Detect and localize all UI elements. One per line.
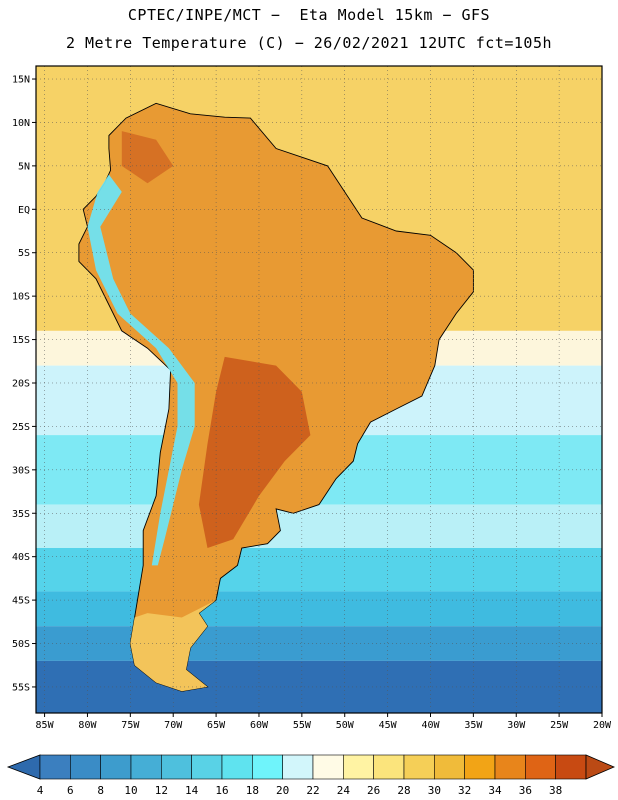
colorbar-label: 18 [246, 784, 259, 797]
hot-north-region [121, 131, 174, 184]
lon-tick-label: 65W [207, 720, 226, 731]
south-america-landmass [78, 102, 474, 692]
colorbar-swatch [191, 754, 223, 780]
lon-tick-label: 40W [421, 720, 440, 731]
lon-tick-label: 50W [336, 720, 355, 731]
lon-tick-label: 25W [550, 720, 569, 731]
colorbar-swatch [221, 754, 253, 780]
map-title-line-2: 2 Metre Temperature (C) − 26/02/2021 12U… [65, 34, 553, 52]
map-frame [35, 65, 603, 714]
colorbar-label: 30 [428, 784, 441, 797]
colorbar-label: 24 [337, 784, 351, 797]
colorbar-swatch [161, 754, 192, 780]
lat-tick-label: 20S [12, 378, 30, 389]
lat-tick-label: 5S [18, 248, 30, 259]
colorbar-swatch [130, 754, 162, 780]
hot-core-region [198, 356, 311, 548]
colorbar-label: 22 [306, 784, 319, 797]
temperature-colorbar: 4 6 8 10 12 14 16 18 20 22 24 26 28 30 32 34 36 38 [6, 754, 616, 797]
lat-tick-label: 15S [12, 335, 30, 346]
ocean-band-6 [36, 591, 602, 627]
map-title-line-1: CPTEC/INPE/MCT − Eta Model 15km − GFS [127, 6, 491, 24]
lon-tick-label: 85W [36, 720, 55, 731]
colorbar-swatch [434, 754, 465, 780]
colorbar-swatch [373, 754, 405, 780]
ocean-band-4 [36, 504, 602, 548]
lon-tick-label: 30W [507, 720, 526, 731]
lat-tick-label: 40S [12, 552, 30, 563]
colorbar-label: 20 [276, 784, 289, 797]
lat-tick-label: 55S [12, 682, 30, 693]
lat-tick-label: 5N [18, 161, 30, 172]
latitude-tick-labels: 15N 10N 5N EQ 5S 10S 15S 20S 25S 30S 35S 40S 45S 50S 5… [12, 75, 36, 693]
lat-tick-label: 50S [12, 639, 30, 650]
colorbar-label: 16 [215, 784, 228, 797]
longitude-tick-labels: 85W 80W 75W 70W 65W 60W 55W 50W 45W 40W 35W 30W 25W 2… [36, 713, 612, 731]
lon-tick-label: 75W [121, 720, 140, 731]
colorbar-swatch [100, 754, 132, 780]
colorbar-label: 10 [124, 784, 137, 797]
lat-tick-label: 30S [12, 465, 30, 476]
colorbar-swatch [494, 754, 526, 780]
lat-tick-label: 45S [12, 596, 30, 607]
colorbar-swatch [252, 754, 283, 780]
colorbar-label: 26 [367, 784, 380, 797]
colorbar-swatch [282, 754, 314, 780]
colorbar-label: 14 [185, 784, 199, 797]
colorbar-label: 4 [37, 784, 44, 797]
colorbar-label: 38 [549, 784, 562, 797]
lat-tick-label: EQ [18, 205, 30, 216]
colorbar-swatch [39, 754, 71, 780]
colorbar-swatch [464, 754, 496, 780]
lon-tick-label: 60W [250, 720, 269, 731]
patagonia-cool-zone [130, 600, 217, 692]
lat-tick-label: 25S [12, 422, 30, 433]
lon-tick-label: 35W [464, 720, 483, 731]
colorbar-label: 8 [97, 784, 104, 797]
lon-tick-label: 45W [379, 720, 398, 731]
colorbar-swatch [403, 754, 435, 780]
colorbar-label: 32 [458, 784, 471, 797]
colorbar-label: 28 [397, 784, 410, 797]
lat-tick-label: 15N [12, 75, 30, 86]
colorbar-swatch [343, 754, 374, 780]
colorbar-swatch [312, 754, 344, 780]
lon-tick-label: 80W [78, 720, 97, 731]
ocean-band-5 [36, 547, 602, 592]
colorbar-swatch [525, 754, 556, 780]
lat-tick-label: 35S [12, 509, 30, 520]
colorbar-label: 36 [519, 784, 532, 797]
colorbar-high-arrow [585, 754, 616, 780]
colorbar-label: 34 [488, 784, 502, 797]
colorbar-low-arrow [6, 754, 41, 780]
lon-tick-label: 55W [293, 720, 312, 731]
lat-tick-label: 10S [12, 292, 30, 303]
colorbar-swatch [70, 754, 101, 780]
lon-tick-label: 20W [593, 720, 612, 731]
lat-tick-label: 10N [12, 118, 30, 129]
colorbar-label: 12 [155, 784, 168, 797]
lon-tick-label: 70W [164, 720, 183, 731]
colorbar-swatch [555, 754, 587, 780]
map-plot-area [36, 66, 602, 713]
colorbar-label: 6 [67, 784, 74, 797]
